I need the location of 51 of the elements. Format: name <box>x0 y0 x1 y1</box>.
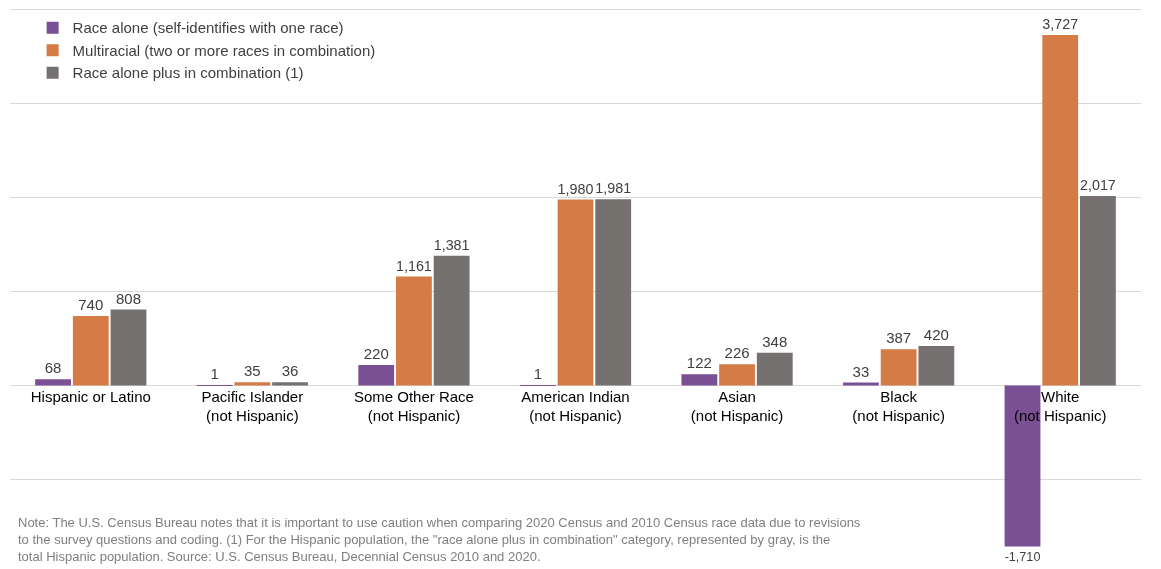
data-label: 1,980 <box>557 180 594 197</box>
legend-label: Multiracial (two or more races in combination) <box>72 41 376 59</box>
bar <box>756 352 793 386</box>
x-tick-label: American Indian (not Hispanic) <box>521 387 630 425</box>
data-label: 1,381 <box>433 236 470 253</box>
data-label: 36 <box>281 362 299 380</box>
bar <box>1080 195 1116 386</box>
bar <box>843 382 879 386</box>
x-tick-label: Hispanic or Latino <box>30 387 151 405</box>
data-label: 387 <box>886 329 912 347</box>
legend-label: Race alone plus in combination (1) <box>72 64 304 82</box>
bar <box>1042 35 1079 386</box>
bar <box>1004 385 1041 547</box>
x-tick-label: Some Other Race (not Hispanic) <box>353 387 474 425</box>
data-label: 33 <box>852 362 870 380</box>
data-label: 420 <box>923 326 949 344</box>
data-label: 2,017 <box>1080 177 1116 194</box>
data-label: 122 <box>686 354 712 372</box>
bar <box>557 199 594 386</box>
x-tick-label: Black (not Hispanic) <box>852 387 945 425</box>
bar <box>272 382 308 386</box>
data-label: 1,981 <box>595 180 632 197</box>
data-label: 226 <box>724 344 750 362</box>
data-label: 68 <box>44 359 62 377</box>
data-label: 808 <box>115 289 141 307</box>
bar <box>433 255 470 386</box>
data-label: 1 <box>210 365 219 382</box>
bar <box>35 379 71 386</box>
x-tick-label: Pacific Islander (not Hispanic) <box>201 387 304 425</box>
data-label: 3,727 <box>1042 16 1079 33</box>
x-tick-label: Asian (not Hispanic) <box>690 387 784 425</box>
bar <box>396 276 432 386</box>
bar <box>595 199 632 386</box>
bar <box>110 309 147 386</box>
data-label: 1 <box>533 365 542 382</box>
bar <box>880 349 917 386</box>
data-label: 740 <box>78 296 104 314</box>
data-label: 220 <box>363 344 389 362</box>
data-label: 348 <box>762 332 788 350</box>
data-label: 1,161 <box>396 257 432 274</box>
bar <box>358 364 395 386</box>
data-label: -1,710 <box>1004 550 1041 565</box>
bar <box>72 316 109 386</box>
x-tick-label: White (not Hispanic) <box>1013 387 1107 425</box>
bar <box>681 374 718 386</box>
annotation: Note: The U.S. Census Bureau notes that it is important to use caution when comparing 2020 Census and 2010 Census race data due to revisions to the survey questions and coding. (1) For the Hispanic population, the "race alone plus in combination" category, represented by gray, is the total Hispanic population. Source: U.S. Census Bureau, Decennial Census 2010 and 2020. <box>18 515 861 564</box>
data-label: 35 <box>244 362 261 380</box>
bar <box>719 364 755 386</box>
bar <box>918 346 955 386</box>
bar <box>234 382 271 386</box>
legend-label: Race alone (self-identifies with one race) <box>72 19 344 37</box>
